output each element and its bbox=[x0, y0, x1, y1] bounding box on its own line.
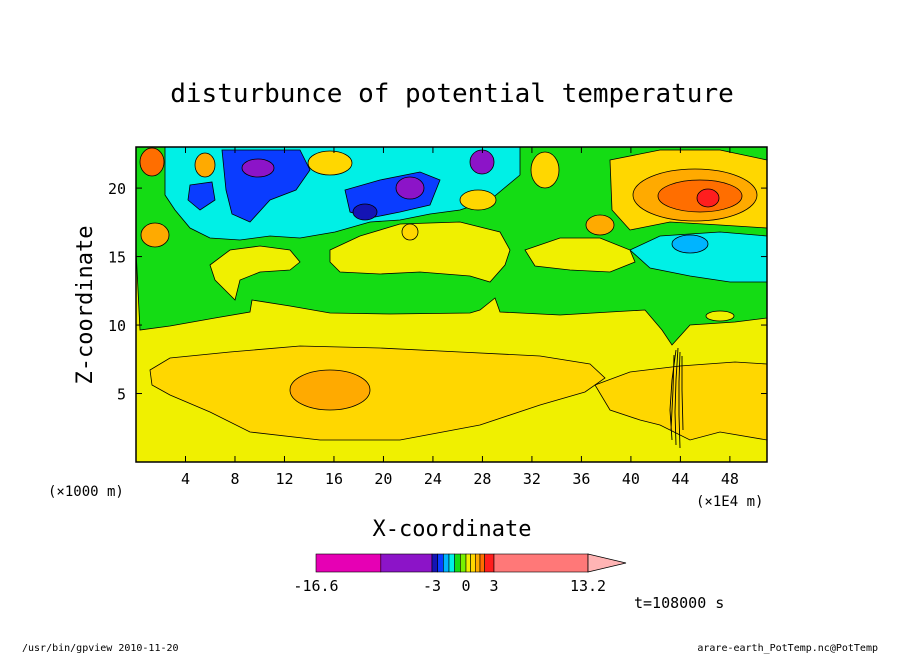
y-axis-label: Z-coordinate bbox=[73, 226, 98, 385]
colorbar-segment bbox=[315, 553, 382, 573]
colorbar-segment bbox=[460, 553, 467, 573]
x-tick-label: 4 bbox=[181, 470, 190, 488]
colorbar-segment bbox=[380, 553, 433, 573]
lower-warm-band bbox=[149, 345, 606, 441]
colorbar-segment bbox=[431, 553, 438, 573]
colorbar-arrow bbox=[587, 553, 627, 573]
colorbar-label: -16.6 bbox=[293, 577, 338, 595]
colorbar-label: -3 bbox=[423, 577, 441, 595]
x-tick-label: 48 bbox=[721, 470, 739, 488]
y-tick-label: 10 bbox=[108, 317, 126, 335]
right-yellow-patch bbox=[705, 310, 735, 322]
lower-orange-core bbox=[289, 369, 371, 411]
colorbar-segment bbox=[443, 553, 450, 573]
upper-orange-4 bbox=[140, 222, 170, 248]
yellow-intrusion-1 bbox=[209, 245, 301, 301]
x-tick-label: 16 bbox=[325, 470, 343, 488]
plume-contours bbox=[669, 347, 684, 449]
x-tick-label: 24 bbox=[424, 470, 442, 488]
upper-orange-7 bbox=[530, 151, 560, 189]
colorbar-segment bbox=[493, 553, 589, 573]
upper-orange-1 bbox=[307, 150, 353, 176]
right-cyan-band bbox=[629, 231, 767, 283]
upper-orange-2 bbox=[459, 189, 497, 211]
colorbar bbox=[315, 553, 627, 573]
colorbar-labels: -16.6 -3 0 3 13.2 bbox=[293, 577, 606, 595]
x-tick-label: 36 bbox=[572, 470, 590, 488]
contour-field bbox=[136, 147, 767, 462]
right-warm-red bbox=[696, 188, 720, 208]
x-tick-label: 28 bbox=[473, 470, 491, 488]
colorbar-segment bbox=[475, 553, 481, 573]
colorbar-segment bbox=[470, 553, 476, 573]
y-tick-label: 15 bbox=[108, 249, 126, 267]
x-tick-label: 32 bbox=[523, 470, 541, 488]
right-lower-warm bbox=[594, 361, 767, 441]
upper-orange-3 bbox=[194, 152, 216, 178]
x-tick-label: 44 bbox=[671, 470, 689, 488]
yellow-intrusion-3 bbox=[524, 237, 636, 273]
colorbar-segment bbox=[479, 553, 485, 573]
upper-orange-5 bbox=[139, 147, 165, 177]
blue-upper-3 bbox=[187, 181, 216, 211]
colorbar-label: 0 bbox=[461, 577, 470, 595]
upper-orange-8 bbox=[585, 214, 615, 236]
upper-orange-6 bbox=[401, 223, 419, 241]
x-tick-label: 8 bbox=[230, 470, 239, 488]
dark-blue-core bbox=[352, 203, 378, 221]
x-tick-label: 20 bbox=[374, 470, 392, 488]
x-tick-label: 12 bbox=[275, 470, 293, 488]
x-axis-label: X-coordinate bbox=[373, 517, 532, 542]
purple-core-1 bbox=[241, 158, 275, 178]
purple-core-2 bbox=[395, 176, 425, 200]
x-unit-left: (×1000 m) bbox=[48, 484, 124, 500]
y-axis: 5 10 15 20 bbox=[108, 180, 767, 404]
colorbar-segment bbox=[437, 553, 444, 573]
y-tick-label: 20 bbox=[108, 180, 126, 198]
colorbar-segment bbox=[454, 553, 461, 573]
footer-left: /usr/bin/gpview 2010-11-20 bbox=[22, 643, 179, 654]
time-label: t=108000 s bbox=[634, 594, 724, 612]
colorbar-segment bbox=[465, 553, 471, 573]
right-light-blue bbox=[671, 234, 709, 254]
chart-title: disturbunce of potential temperature bbox=[170, 79, 734, 109]
plot-frame bbox=[135, 146, 768, 463]
colorbar-segment bbox=[484, 553, 495, 573]
y-tick-label: 5 bbox=[117, 386, 126, 404]
x-axis: 4 8 12 16 20 24 28 32 36 40 44 48 bbox=[181, 147, 739, 488]
footer-right: arare-earth_PotTemp.nc@PotTemp bbox=[697, 643, 878, 654]
x-unit-right: (×1E4 m) bbox=[696, 494, 763, 510]
purple-core-3 bbox=[469, 149, 495, 175]
x-tick-label: 40 bbox=[622, 470, 640, 488]
colorbar-label: 3 bbox=[489, 577, 498, 595]
colorbar-label: 13.2 bbox=[570, 577, 606, 595]
colorbar-segment bbox=[448, 553, 455, 573]
